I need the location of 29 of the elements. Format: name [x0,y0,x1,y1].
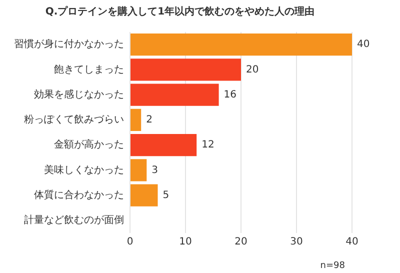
x-tick-label: 20 [234,236,248,248]
y-tick-label: 飽きてしまった [54,64,124,76]
bar [130,134,197,156]
data-label: 3 [152,164,158,176]
bar [130,184,158,206]
data-label: 5 [162,190,170,201]
data-label: 40 [357,39,370,50]
x-tick-label: 30 [290,236,303,248]
chart-title: Q.プロテインを購入して1年以内で飲むのをやめた人の理由 [45,6,315,18]
bar [130,108,142,131]
bar [130,34,352,56]
data-label: 12 [202,140,214,151]
y-tick-label: 効果を感じなかった [34,88,124,100]
bar [130,84,219,106]
data-label: 16 [224,89,237,100]
y-tick-label: 金額が高かった [54,138,124,151]
y-tick-label: 粉っぽくて飲みづらい [24,114,124,126]
data-label: 2 [146,114,152,126]
y-tick-label: 体質に合わなかった [34,188,124,201]
x-tick-label: 40 [346,236,358,248]
y-tick-label: 計量など飲むのが面倒 [24,214,124,226]
x-tick-label: 0 [126,236,134,248]
y-tick-label: 美味しくなかった [44,164,124,176]
data-label: 20 [246,64,259,76]
x-tick-label: 10 [179,236,192,248]
bar [130,58,241,81]
bar [130,159,147,182]
y-tick-label: 習慣が身に付かなかった [14,38,124,50]
text: n=98 [320,260,346,271]
